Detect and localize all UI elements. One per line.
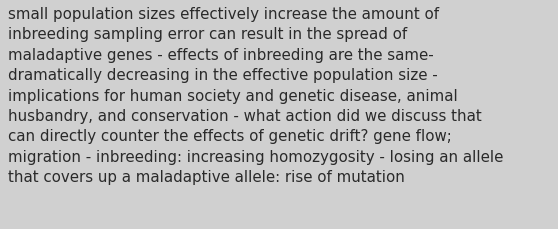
Text: small population sizes effectively increase the amount of
inbreeding sampling er: small population sizes effectively incre… — [8, 7, 503, 184]
